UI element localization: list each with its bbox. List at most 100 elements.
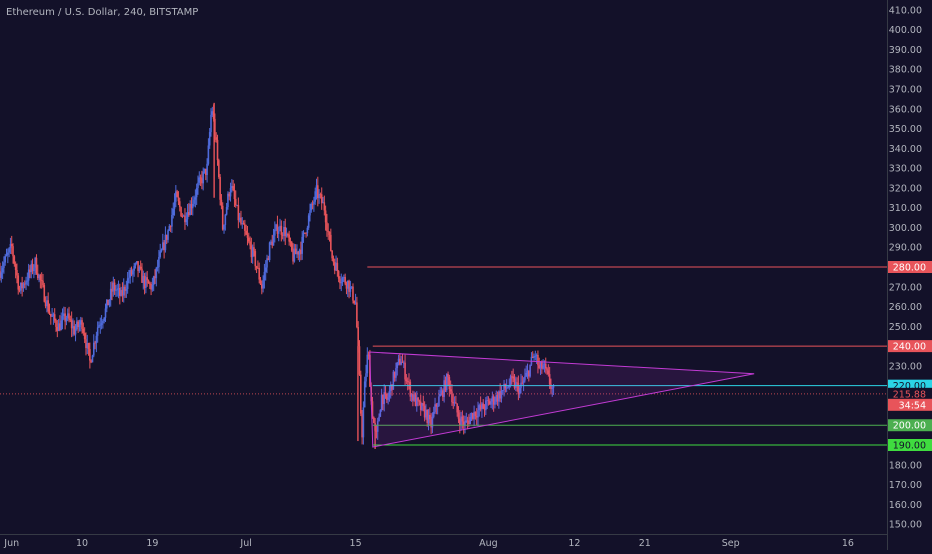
candle-body (275, 224, 277, 230)
candle-body (499, 391, 501, 399)
candle-body (392, 371, 395, 390)
candle-body (126, 278, 129, 289)
candle-body (177, 196, 180, 202)
candle (386, 393, 388, 404)
candle-body (229, 188, 232, 197)
price-tick-label: 260.00 (889, 302, 922, 313)
candle (496, 391, 499, 406)
candle (483, 404, 486, 417)
candle (107, 299, 109, 306)
candle (412, 390, 414, 407)
candle (155, 266, 158, 287)
candle-body (466, 420, 469, 422)
candle (245, 224, 247, 236)
candle-body (543, 363, 546, 366)
candle-body (35, 257, 38, 274)
candle-body (326, 222, 328, 231)
candle (354, 293, 357, 305)
candle-body (233, 190, 236, 200)
candle-body (73, 326, 76, 335)
candle (108, 299, 111, 308)
candle (427, 409, 430, 431)
candle (91, 354, 94, 363)
candle (353, 300, 356, 305)
candle-body (460, 416, 462, 426)
candle (310, 202, 313, 213)
candle (436, 402, 439, 415)
candle-body (65, 317, 68, 322)
candle (4, 253, 7, 266)
candle (492, 394, 495, 412)
candle-body (319, 194, 322, 195)
candle (227, 191, 229, 210)
candle (296, 244, 298, 258)
candle-body (30, 263, 33, 273)
candle-body (64, 313, 66, 322)
candle-body (306, 227, 309, 234)
candle-body (22, 283, 25, 289)
candle (326, 213, 328, 237)
candle (242, 220, 245, 225)
candle (220, 194, 223, 210)
candle-body (337, 271, 340, 279)
candle-body (155, 267, 158, 279)
candle-body (367, 354, 370, 356)
candle-body (405, 379, 408, 382)
candle-body (313, 201, 315, 205)
candle-body (36, 273, 39, 279)
candle-body (352, 286, 354, 301)
candle (418, 399, 421, 406)
candle-body (29, 269, 31, 273)
candle-body (435, 404, 438, 407)
candle-body (188, 211, 190, 216)
candle (384, 385, 387, 399)
candle-body (204, 168, 207, 175)
candle-body (431, 416, 434, 428)
candle-body (42, 280, 44, 286)
candle-body (225, 207, 228, 215)
drawings-layer[interactable] (0, 266, 887, 448)
candle (464, 415, 466, 434)
candle-body (96, 327, 99, 336)
candle (39, 273, 42, 289)
candle-body (44, 301, 47, 307)
candle (337, 270, 340, 283)
candle (429, 407, 431, 426)
candle (397, 354, 400, 366)
candle-body (301, 236, 303, 254)
candle (393, 371, 396, 382)
candle-body (135, 261, 138, 264)
candle-body (254, 251, 257, 267)
candle-body (513, 378, 516, 388)
candle (401, 353, 404, 363)
candle (442, 388, 444, 402)
candle (55, 318, 57, 332)
candle (120, 286, 122, 297)
candle-body (488, 401, 491, 405)
candle-body (341, 278, 344, 283)
triangle-pattern[interactable] (369, 351, 755, 448)
candle (206, 158, 208, 183)
candle (237, 197, 240, 229)
candle-body (186, 211, 189, 220)
candle-body (533, 355, 535, 358)
candle-body (430, 419, 432, 428)
candle-body (297, 251, 300, 255)
price-tick-label: 320.00 (889, 183, 922, 194)
candle-body (311, 203, 314, 205)
candle-body (181, 216, 184, 217)
time-axis[interactable]: Jun 10 19 Jul 15 Aug 12 21 Sep 16 (3, 538, 854, 549)
candle-body (77, 321, 79, 328)
candle (313, 196, 315, 212)
price-tick-label: 340.00 (889, 144, 922, 155)
candle-body (121, 290, 124, 296)
candle (486, 395, 488, 410)
candle (461, 410, 464, 429)
candle-body (503, 383, 505, 391)
candle (85, 332, 87, 356)
candle-body (498, 391, 500, 402)
price-tick-label: 330.00 (889, 164, 922, 175)
candle-body (61, 316, 64, 321)
